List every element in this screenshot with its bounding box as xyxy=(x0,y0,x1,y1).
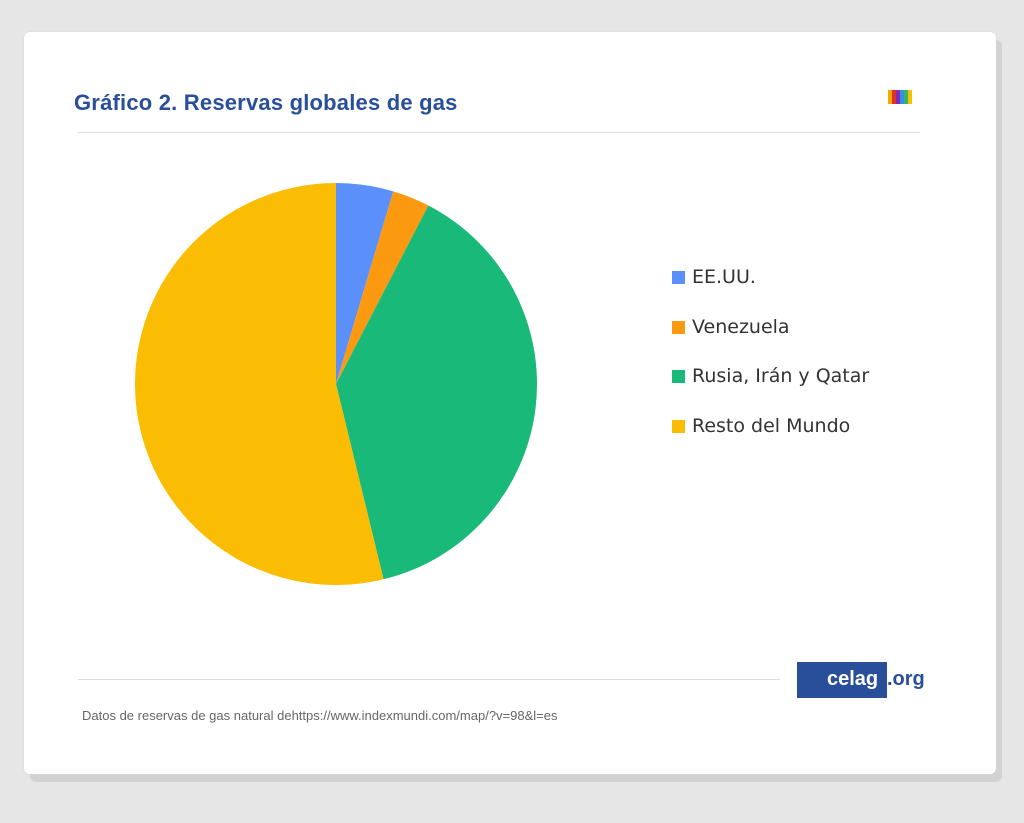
title-divider xyxy=(78,132,920,133)
logo-tld: .org xyxy=(887,668,925,690)
pie-slice-4 xyxy=(135,183,384,585)
brand-stripes-icon xyxy=(888,90,912,104)
logo-main: celag xyxy=(797,662,887,698)
brand-stripe xyxy=(896,90,900,104)
legend-item: Venezuela xyxy=(672,316,869,366)
brand-stripe xyxy=(892,90,896,104)
legend-item: EE.UU. xyxy=(672,266,869,316)
legend-swatch xyxy=(672,370,685,383)
source-note: Datos de reservas de gas natural dehttps… xyxy=(82,708,558,723)
legend-swatch xyxy=(672,419,685,433)
legend-item: Resto del Mundo xyxy=(672,415,869,465)
brand-stripe xyxy=(904,90,908,104)
legend-label: EE.UU. xyxy=(692,266,756,288)
legend-swatch xyxy=(672,271,685,284)
pie-slice-1 xyxy=(336,183,394,384)
legend-label: Venezuela xyxy=(692,315,790,338)
legend-label: Rusia, Irán y Qatar xyxy=(692,365,870,387)
legend-label: Resto del Mundo xyxy=(692,414,851,437)
pie-slice-2 xyxy=(336,191,429,384)
footer-divider xyxy=(78,679,780,680)
chart-legend: EE.UU. Venezuela Rusia, Irán y Qatar Resto … xyxy=(672,266,869,464)
pie-chart xyxy=(135,183,537,585)
brand-stripe xyxy=(908,90,912,104)
chart-card: Gráfico 2. Reservas globales de gas EE.U… xyxy=(24,32,996,774)
chart-title: Gráfico 2. Reservas globales de gas xyxy=(74,90,458,115)
brand-stripe xyxy=(888,90,892,104)
legend-swatch xyxy=(672,320,685,334)
legend-item: Rusia, Irán y Qatar xyxy=(672,365,869,415)
pie-slice-3 xyxy=(336,205,537,580)
celag-logo: celag .org xyxy=(797,662,925,698)
brand-stripe xyxy=(900,90,904,104)
